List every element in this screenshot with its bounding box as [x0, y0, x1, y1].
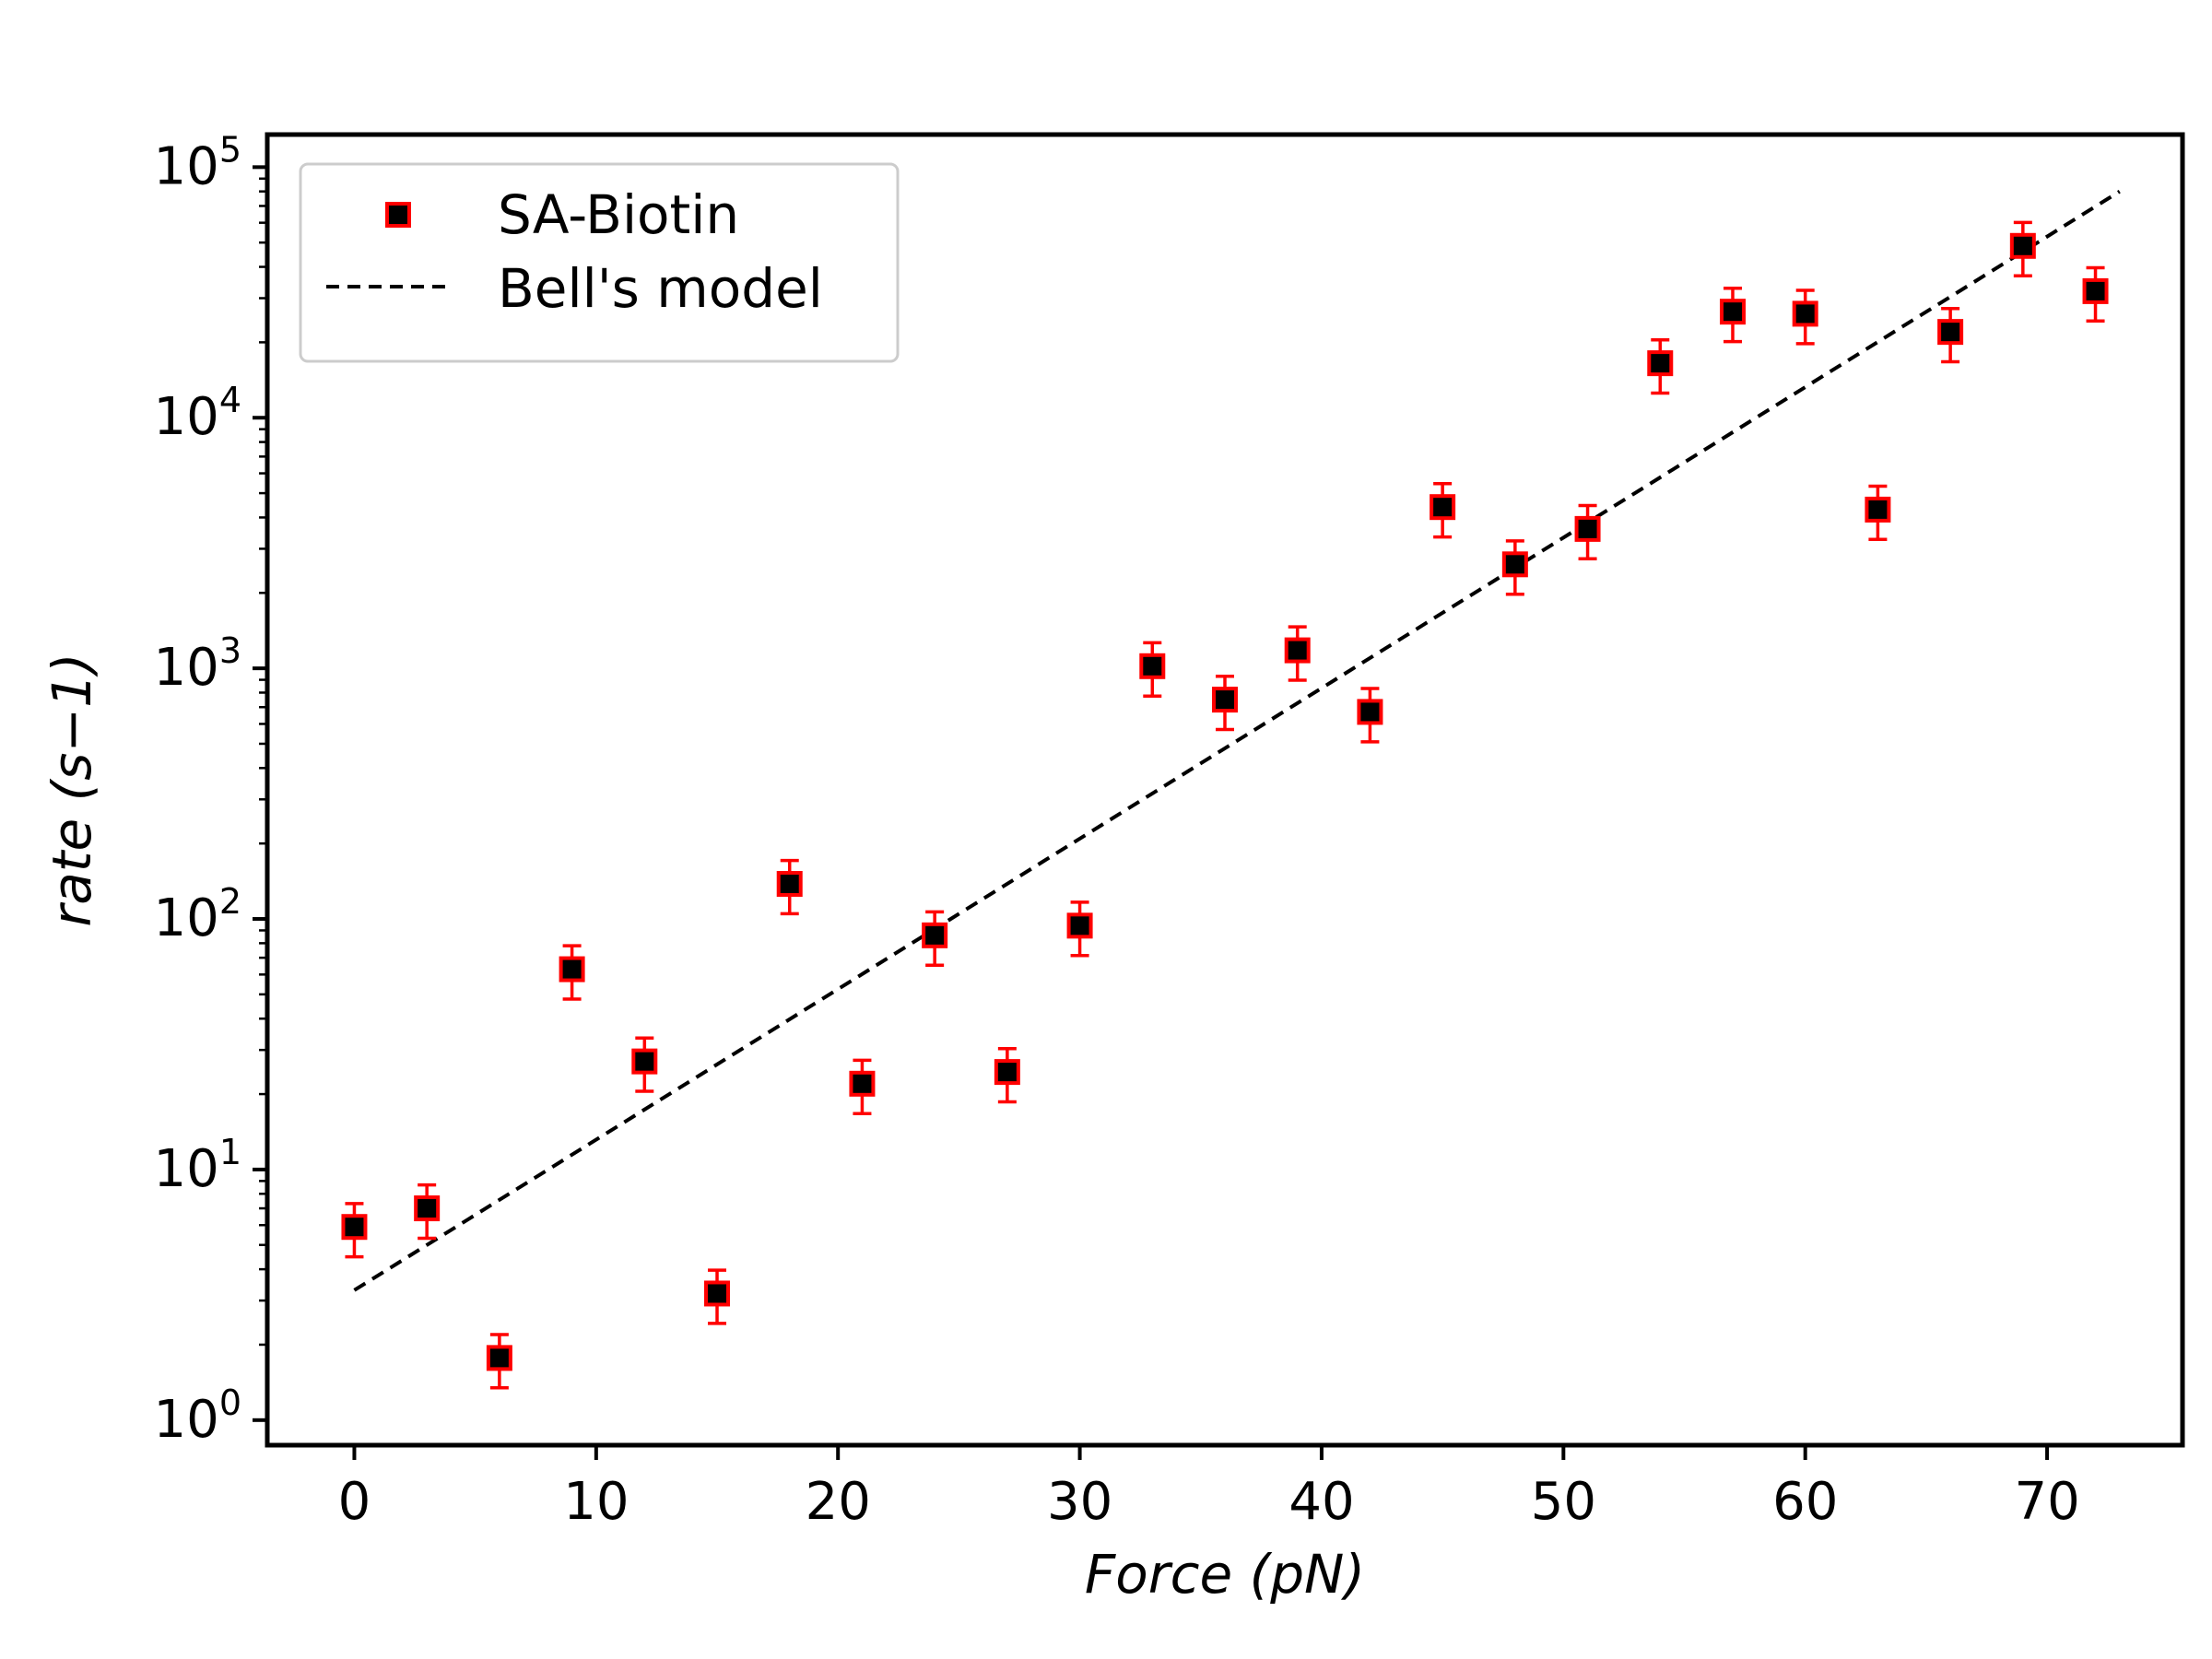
square-marker — [341, 1214, 368, 1241]
y-tick-label: 100 — [154, 1382, 241, 1450]
y-tick-label: 103 — [154, 630, 241, 698]
legend: SA-Biotin Bell's model — [299, 162, 900, 363]
y-axis-title: rate (s−1) — [41, 653, 103, 926]
data-point — [704, 1268, 731, 1325]
data-point — [559, 944, 585, 1001]
square-marker — [559, 956, 585, 982]
data-point — [1865, 484, 1891, 542]
x-tick-label: 70 — [2014, 1472, 2079, 1532]
y-tick-label: 101 — [154, 1132, 241, 1199]
y-tick-label: 104 — [154, 380, 241, 447]
x-tick-label: 30 — [1047, 1472, 1112, 1532]
data-point — [1574, 503, 1601, 561]
data-point — [1212, 674, 1238, 732]
x-tick-label: 0 — [338, 1472, 371, 1532]
data-point — [994, 1046, 1020, 1104]
square-marker — [1430, 494, 1456, 521]
data-point — [776, 858, 803, 916]
x-tick-label: 20 — [806, 1472, 871, 1532]
square-marker — [922, 922, 948, 948]
square-marker — [1139, 653, 1166, 679]
data-point — [922, 910, 948, 967]
data-point — [1647, 337, 1674, 395]
x-tick-label: 60 — [1772, 1472, 1838, 1532]
square-marker — [849, 1070, 876, 1097]
square-marker — [1212, 687, 1238, 713]
data-point — [486, 1333, 512, 1390]
x-tick-label: 40 — [1288, 1472, 1354, 1532]
bell-model-line — [353, 189, 2121, 1292]
legend-entries: SA-Biotin Bell's model — [326, 183, 823, 320]
square-marker — [1865, 496, 1891, 523]
square-marker — [776, 870, 803, 897]
data-point — [1501, 539, 1528, 596]
square-marker — [1066, 912, 1093, 939]
square-marker — [1284, 637, 1311, 664]
data-point — [1792, 288, 1818, 346]
data-point — [1139, 641, 1166, 698]
data-point — [414, 1182, 441, 1241]
data-point — [2082, 265, 2109, 324]
square-marker — [414, 1195, 441, 1222]
square-marker — [1574, 515, 1601, 542]
y-tick-label: 105 — [154, 129, 241, 196]
x-axis-title: Force (pN) — [1085, 1543, 1365, 1606]
sa-biotin-series — [341, 220, 2109, 1390]
data-point — [1430, 482, 1456, 539]
square-marker — [631, 1048, 658, 1075]
square-marker — [1792, 300, 1818, 327]
square-marker — [2009, 232, 2036, 259]
square-marker — [994, 1059, 1020, 1086]
data-point — [1357, 687, 1383, 744]
square-marker — [1357, 699, 1383, 725]
square-marker — [704, 1280, 731, 1307]
legend-entry-sa-biotin: SA-Biotin — [385, 183, 739, 246]
square-marker — [486, 1345, 512, 1371]
square-marker — [1937, 319, 1964, 346]
legend-label-bells-model: Bell's model — [498, 257, 823, 320]
bell-model-series — [353, 189, 2121, 1292]
y-tick-label: 102 — [154, 881, 241, 948]
x-axis-title-text: Force (pN) — [1085, 1543, 1365, 1606]
x-tick-label: 10 — [563, 1472, 629, 1532]
legend-marker — [385, 202, 411, 228]
data-point — [1937, 306, 1964, 364]
legend-label-sa-biotin: SA-Biotin — [498, 183, 739, 246]
legend-entry-bells-model: Bell's model — [326, 257, 823, 320]
data-point — [341, 1202, 368, 1259]
square-marker — [1501, 551, 1528, 578]
data-point — [1066, 900, 1093, 958]
y-axis-title-text: rate (s−1) — [41, 653, 103, 926]
square-marker — [2082, 277, 2109, 304]
data-point — [2009, 220, 2036, 277]
square-marker — [1719, 299, 1746, 325]
legend-box — [299, 162, 900, 363]
data-point — [1719, 287, 1746, 344]
square-marker — [1647, 350, 1674, 377]
data-point — [631, 1036, 658, 1093]
plot-frame — [265, 132, 2185, 1448]
x-tick-label: 50 — [1531, 1472, 1596, 1532]
data-point — [849, 1058, 876, 1115]
data-point — [1284, 625, 1311, 682]
